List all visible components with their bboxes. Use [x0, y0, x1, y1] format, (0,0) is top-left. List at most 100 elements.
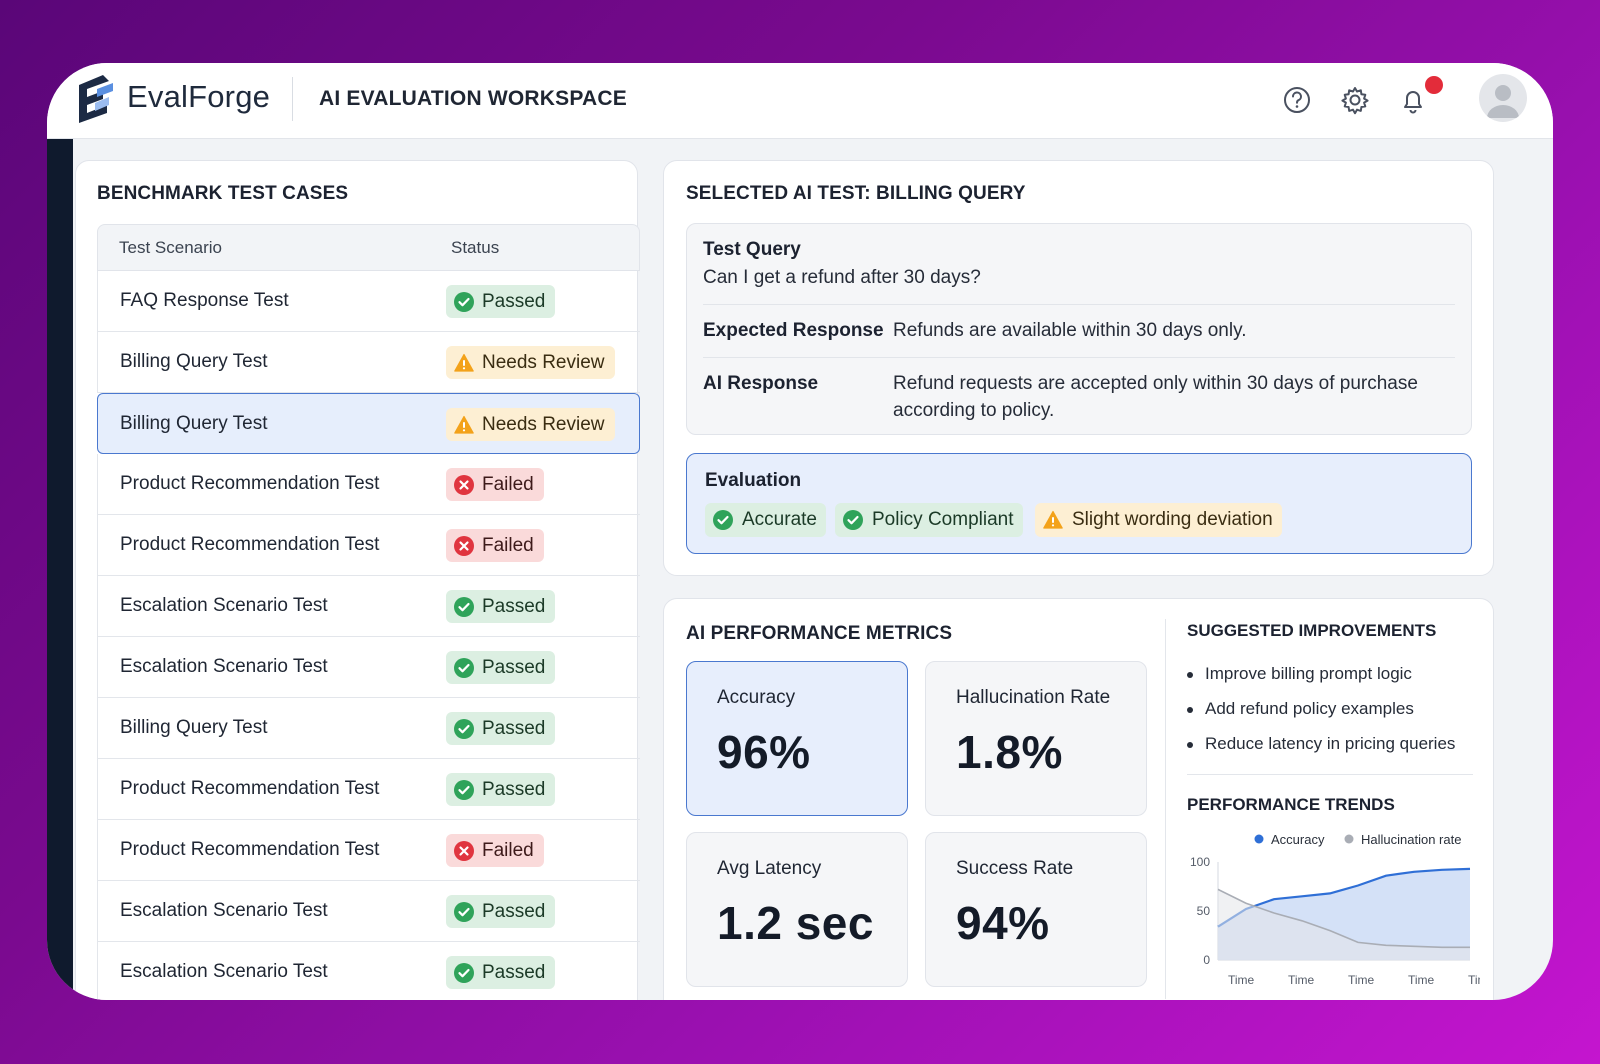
- x-tick-label: Time: [1408, 973, 1435, 987]
- check-circle-icon: [454, 901, 474, 922]
- benchmark-table: Test Scenario Status FAQ Response Test Pa…: [97, 224, 640, 1000]
- table-row[interactable]: Escalation Scenario Test Passed: [97, 637, 640, 698]
- legend-marker: [1344, 834, 1354, 844]
- test-scenario-name: Escalation Scenario Test: [120, 900, 328, 921]
- table-row[interactable]: Billing Query Test Needs Review: [97, 393, 640, 454]
- metric-card-success[interactable]: Success Rate 94%: [925, 832, 1147, 987]
- x-tick-label: Time: [1468, 973, 1480, 987]
- test-scenario-name: FAQ Response Test: [120, 290, 289, 311]
- test-scenario-name: Product Recommendation Test: [120, 534, 380, 555]
- y-tick-label: 50: [1197, 904, 1211, 918]
- status-badge: Passed: [446, 895, 556, 928]
- x-tick-label: Time: [1348, 973, 1375, 987]
- check-circle-icon: [454, 291, 474, 312]
- table-row[interactable]: Product Recommendation Test Passed: [97, 759, 640, 820]
- metric-value: 1.2 sec: [717, 897, 874, 949]
- status-badge: Failed: [446, 468, 544, 501]
- check-circle-icon: [454, 718, 474, 739]
- brand-name: EvalForge: [127, 79, 271, 114]
- table-row[interactable]: FAQ Response Test Passed: [97, 271, 640, 332]
- status-label: Passed: [482, 290, 546, 312]
- table-row[interactable]: Escalation Scenario Test Passed: [97, 942, 640, 1000]
- workspace-title: AI EVALUATION WORKSPACE: [319, 87, 627, 110]
- legend-label: Hallucination rate: [1361, 832, 1461, 847]
- status-label: Needs Review: [482, 351, 605, 373]
- error-circle-icon: [454, 840, 474, 861]
- suggestions-divider: [1187, 774, 1473, 775]
- test-query-text: Can I get a refund after 30 days?: [703, 267, 981, 288]
- user-icon: [1487, 85, 1519, 118]
- test-scenario-name: Billing Query Test: [120, 413, 268, 434]
- y-tick-label: 0: [1203, 953, 1210, 967]
- benchmark-panel: BENCHMARK TEST CASES Test Scenario Statu…: [75, 160, 640, 1000]
- expected-response-label: Expected Response: [703, 320, 884, 341]
- trends-title: PERFORMANCE TRENDS: [1187, 795, 1395, 814]
- check-circle-icon: [843, 510, 863, 530]
- x-tick-label: Time: [1288, 973, 1315, 987]
- suggestions-list: Improve billing prompt logic Add refund …: [1187, 664, 1477, 769]
- table-header: Test Scenario Status: [97, 224, 640, 271]
- table-row[interactable]: Escalation Scenario Test Passed: [97, 881, 640, 942]
- check-circle-icon: [454, 779, 474, 800]
- table-body: FAQ Response Test Passed Billing Query Tes…: [97, 271, 640, 1000]
- evaluation-chip-label: Policy Compliant: [872, 509, 1014, 530]
- warning-icon: [454, 415, 474, 434]
- status-label: Failed: [482, 839, 534, 861]
- app-window: EvalForge AI EVALUATION WORKSPACE: [47, 63, 1553, 1000]
- error-circle-icon: [454, 474, 474, 495]
- test-scenario-name: Escalation Scenario Test: [120, 595, 328, 616]
- table-row[interactable]: Billing Query Test Passed: [97, 698, 640, 759]
- status-badge: Passed: [446, 773, 556, 806]
- avatar[interactable]: [1479, 74, 1527, 122]
- hallucination-area: [1218, 889, 1470, 960]
- legend-marker: [1254, 834, 1264, 844]
- suggestion-item: Reduce latency in pricing queries: [1187, 734, 1477, 769]
- error-circle-icon: [454, 535, 474, 556]
- evaluation-chip-label: Accurate: [742, 509, 817, 530]
- test-scenario-name: Billing Query Test: [120, 717, 268, 738]
- status-badge: Passed: [446, 956, 556, 989]
- metric-label: Avg Latency: [717, 858, 822, 879]
- test-scenario-name: Escalation Scenario Test: [120, 656, 328, 677]
- query-details: Test Query Can I get a refund after 30 d…: [686, 223, 1472, 435]
- expected-separator: [703, 357, 1455, 358]
- metric-card-latency[interactable]: Avg Latency 1.2 sec: [686, 832, 908, 987]
- column-header-status: Status: [451, 238, 500, 257]
- status-badge: Passed: [446, 285, 556, 318]
- status-label: Passed: [482, 717, 546, 739]
- evaluation-title: Evaluation: [705, 470, 802, 491]
- benchmark-title: BENCHMARK TEST CASES: [97, 183, 349, 204]
- bell-icon[interactable]: [1395, 82, 1431, 118]
- table-row[interactable]: Escalation Scenario Test Passed: [97, 576, 640, 637]
- selected-test-title: SELECTED AI TEST: BILLING QUERY: [686, 183, 1026, 204]
- hallucination-line: [1217, 888, 1470, 949]
- evaluation-box: Evaluation Accurate Policy Compliant Sligh…: [686, 453, 1472, 554]
- table-row[interactable]: Billing Query Test Needs Review: [97, 332, 640, 393]
- metric-card-accuracy[interactable]: Accuracy 96%: [686, 661, 908, 816]
- accuracy-line: [1217, 867, 1471, 928]
- sidebar-strip: [47, 139, 73, 1000]
- status-label: Failed: [482, 534, 534, 556]
- table-row[interactable]: Product Recommendation Test Failed: [97, 515, 640, 576]
- gear-icon[interactable]: [1337, 82, 1373, 118]
- metric-label: Accuracy: [717, 687, 796, 708]
- status-label: Passed: [482, 595, 546, 617]
- warning-icon: [1043, 510, 1063, 529]
- table-row[interactable]: Product Recommendation Test Failed: [97, 820, 640, 881]
- suggestion-item: Improve billing prompt logic: [1187, 664, 1477, 699]
- status-badge: Failed: [446, 834, 544, 867]
- metrics-divider: [1165, 619, 1166, 999]
- check-circle-icon: [454, 596, 474, 617]
- test-query-label: Test Query: [703, 239, 801, 260]
- test-scenario-name: Billing Query Test: [120, 351, 268, 372]
- check-circle-icon: [454, 962, 474, 983]
- metric-value: 1.8%: [956, 726, 1063, 778]
- warning-icon: [454, 353, 474, 372]
- status-label: Passed: [482, 778, 546, 800]
- metric-card-hallucination[interactable]: Hallucination Rate 1.8%: [925, 661, 1147, 816]
- table-row[interactable]: Product Recommendation Test Failed: [97, 454, 640, 515]
- status-label: Passed: [482, 900, 546, 922]
- status-label: Needs Review: [482, 413, 605, 435]
- help-icon[interactable]: [1279, 82, 1315, 118]
- status-label: Failed: [482, 473, 534, 495]
